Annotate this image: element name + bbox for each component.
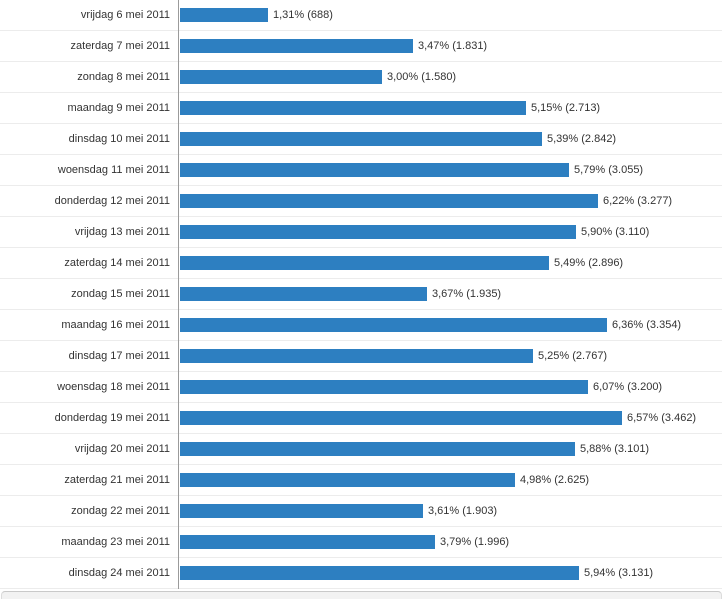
bar [180, 132, 542, 146]
chart-row: dinsdag 24 mei 2011 5,94% (3.131) [0, 558, 722, 589]
bar [180, 411, 622, 425]
bar [180, 504, 423, 518]
bar [180, 287, 427, 301]
bar-area: 3,79% (1.996) [178, 527, 722, 557]
bar [180, 535, 435, 549]
chart-row: vrijdag 20 mei 2011 5,88% (3.101) [0, 434, 722, 465]
bar [180, 8, 268, 22]
bar-area: 5,79% (3.055) [178, 155, 722, 185]
bar-area: 1,31% (688) [178, 0, 722, 30]
date-label: woensdag 11 mei 2011 [57, 164, 170, 176]
chart-row: donderdag 12 mei 2011 6,22% (3.277) [0, 186, 722, 217]
bar-area: 5,15% (2.713) [178, 93, 722, 123]
value-label: 4,98% (2.625) [520, 474, 590, 486]
value-label: 3,00% (1.580) [387, 71, 457, 83]
value-label: 1,31% (688) [273, 9, 333, 21]
date-label: zaterdag 7 mei 2011 [70, 40, 170, 52]
bar-area: 6,57% (3.462) [178, 403, 722, 433]
bar [180, 70, 382, 84]
chart-row: maandag 16 mei 2011 6,36% (3.354) [0, 310, 722, 341]
chart-row: vrijdag 13 mei 2011 5,90% (3.110) [0, 217, 722, 248]
date-label: dinsdag 17 mei 2011 [68, 350, 170, 362]
bar-area: 6,36% (3.354) [178, 310, 722, 340]
date-label: vrijdag 6 mei 2011 [80, 9, 170, 21]
date-label: maandag 16 mei 2011 [61, 319, 170, 331]
bar-area: 4,98% (2.625) [178, 465, 722, 495]
value-label: 5,25% (2.767) [538, 350, 608, 362]
date-label: zaterdag 21 mei 2011 [64, 474, 170, 486]
chart-row: donderdag 19 mei 2011 6,57% (3.462) [0, 403, 722, 434]
bar-area: 3,00% (1.580) [178, 62, 722, 92]
y-axis-line [178, 0, 179, 589]
chart-row: zondag 15 mei 2011 3,67% (1.935) [0, 279, 722, 310]
date-label: dinsdag 10 mei 2011 [68, 133, 170, 145]
value-label: 5,79% (3.055) [574, 164, 644, 176]
chart-row: woensdag 18 mei 2011 6,07% (3.200) [0, 372, 722, 403]
date-label: zondag 8 mei 2011 [77, 71, 170, 83]
bar-area: 3,47% (1.831) [178, 31, 722, 61]
bar-area: 5,49% (2.896) [178, 248, 722, 278]
value-label: 3,79% (1.996) [440, 536, 510, 548]
value-label: 3,61% (1.903) [428, 505, 498, 517]
date-label: dinsdag 24 mei 2011 [68, 567, 170, 579]
date-label: zaterdag 14 mei 2011 [64, 257, 170, 269]
bar [180, 256, 549, 270]
bar [180, 566, 579, 580]
value-label: 5,49% (2.896) [554, 257, 624, 269]
value-label: 3,47% (1.831) [418, 40, 488, 52]
bar [180, 39, 413, 53]
chart-row: vrijdag 6 mei 2011 1,31% (688) [0, 0, 722, 31]
bar-area: 5,94% (3.131) [178, 558, 722, 588]
date-label: maandag 23 mei 2011 [61, 536, 170, 548]
date-label: maandag 9 mei 2011 [67, 102, 170, 114]
bar [180, 318, 607, 332]
chart-row: zondag 8 mei 2011 3,00% (1.580) [0, 62, 722, 93]
value-label: 6,07% (3.200) [593, 381, 663, 393]
bar [180, 225, 576, 239]
date-label: woensdag 18 mei 2011 [57, 381, 170, 393]
bar-area: 5,88% (3.101) [178, 434, 722, 464]
footer-bar [1, 591, 722, 599]
date-label: donderdag 12 mei 2011 [54, 195, 170, 207]
chart-row: zaterdag 7 mei 2011 3,47% (1.831) [0, 31, 722, 62]
bar-area: 6,22% (3.277) [178, 186, 722, 216]
value-label: 5,90% (3.110) [581, 226, 650, 238]
bar-area: 5,25% (2.767) [178, 341, 722, 371]
date-label: donderdag 19 mei 2011 [54, 412, 170, 424]
bar-area: 5,90% (3.110) [178, 217, 722, 247]
value-label: 3,67% (1.935) [432, 288, 502, 300]
value-label: 5,94% (3.131) [584, 567, 654, 579]
value-label: 6,22% (3.277) [603, 195, 673, 207]
value-label: 5,15% (2.713) [531, 102, 601, 114]
bar [180, 349, 533, 363]
chart-row: zaterdag 21 mei 2011 4,98% (2.625) [0, 465, 722, 496]
bar-area: 6,07% (3.200) [178, 372, 722, 402]
bar [180, 163, 569, 177]
chart-row: woensdag 11 mei 2011 5,79% (3.055) [0, 155, 722, 186]
bar [180, 473, 515, 487]
chart-row: zondag 22 mei 2011 3,61% (1.903) [0, 496, 722, 527]
bar-area: 5,39% (2.842) [178, 124, 722, 154]
bar [180, 101, 526, 115]
chart-row: dinsdag 10 mei 2011 5,39% (2.842) [0, 124, 722, 155]
value-label: 6,36% (3.354) [612, 319, 682, 331]
date-label: zondag 22 mei 2011 [71, 505, 170, 517]
date-label: vrijdag 13 mei 2011 [74, 226, 170, 238]
bar-area: 3,61% (1.903) [178, 496, 722, 526]
bar-area: 3,67% (1.935) [178, 279, 722, 309]
bar [180, 442, 575, 456]
bar [180, 380, 588, 394]
chart-row: maandag 23 mei 2011 3,79% (1.996) [0, 527, 722, 558]
value-label: 5,39% (2.842) [547, 133, 617, 145]
date-label: vrijdag 20 mei 2011 [74, 443, 170, 455]
chart-row: zaterdag 14 mei 2011 5,49% (2.896) [0, 248, 722, 279]
bar [180, 194, 598, 208]
value-label: 5,88% (3.101) [580, 443, 650, 455]
chart-row: dinsdag 17 mei 2011 5,25% (2.767) [0, 341, 722, 372]
value-label: 6,57% (3.462) [627, 412, 697, 424]
chart-row: maandag 9 mei 2011 5,15% (2.713) [0, 93, 722, 124]
date-label: zondag 15 mei 2011 [71, 288, 170, 300]
